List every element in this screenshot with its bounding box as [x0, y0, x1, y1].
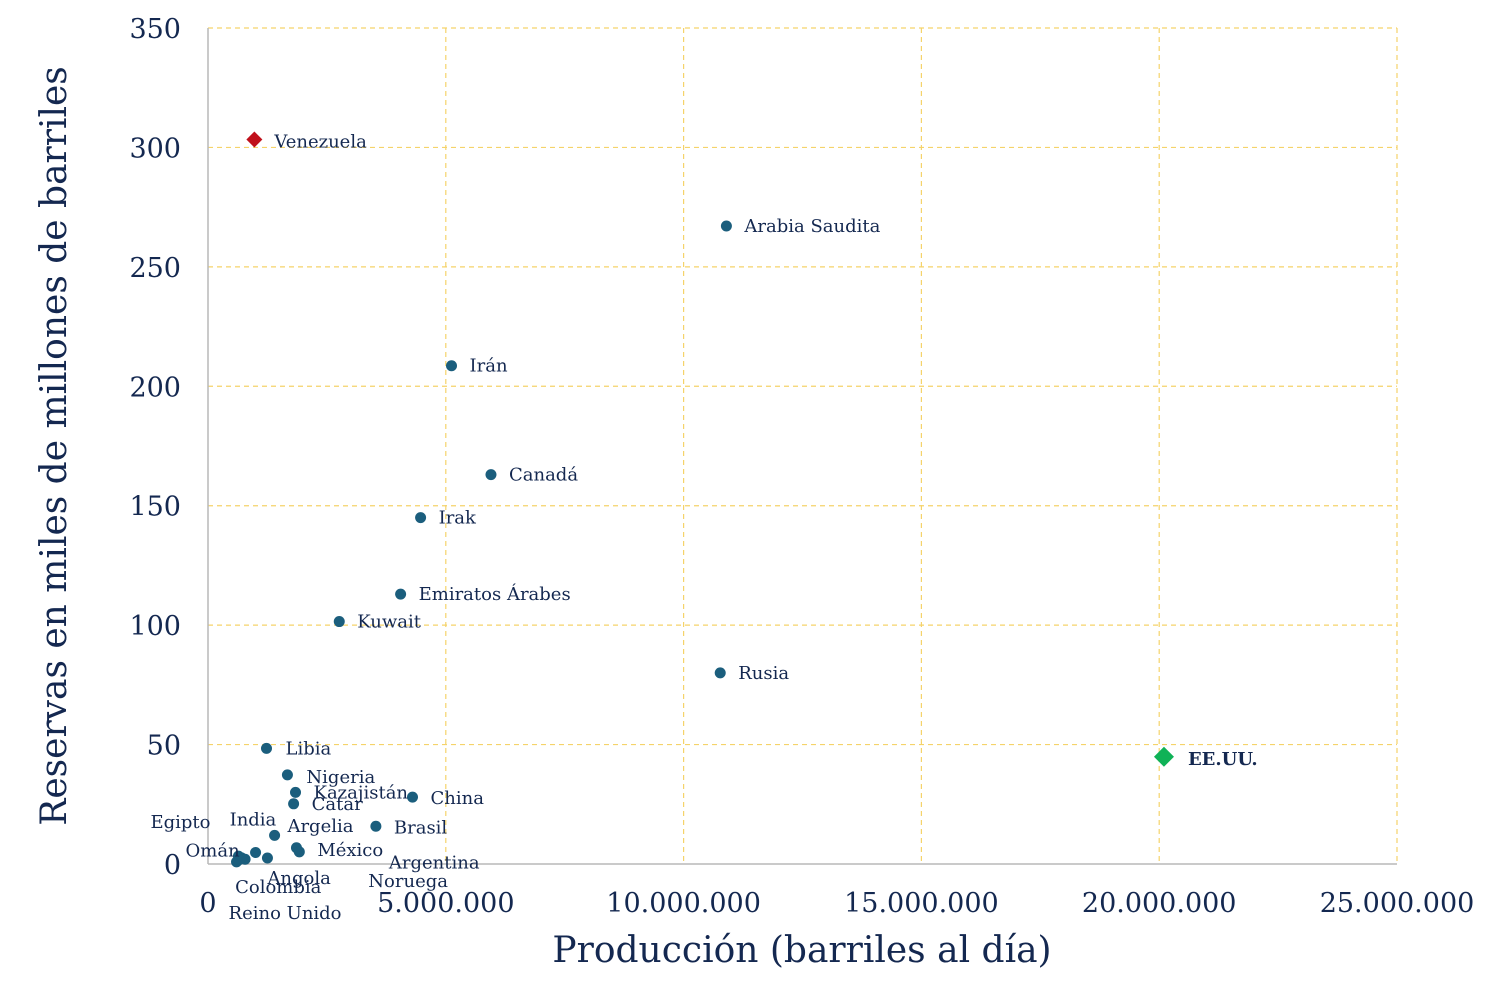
point-angola [261, 852, 273, 864]
point-iran [446, 360, 458, 372]
label-emiratos-arabes: Emiratos Árabes [419, 582, 571, 605]
point-canada [485, 469, 497, 481]
label-nigeria: Nigeria [306, 767, 375, 788]
point-kuwait [333, 616, 345, 628]
y-tick-label: 50 [147, 731, 181, 762]
label-ee-uu: EE.UU. [1188, 749, 1258, 770]
data-labels: Venezuela EE.UU. Arabia Saudita Irán Canadá I… [150, 132, 1257, 924]
x-tick-label: 0 [199, 888, 216, 919]
point-kazajistan [290, 786, 302, 798]
point-india [269, 829, 281, 841]
point-china [407, 791, 419, 803]
label-catar: Catar [312, 794, 363, 815]
axes [207, 28, 1397, 865]
label-india: India [230, 809, 277, 830]
label-argentina: Argentina [388, 853, 480, 874]
label-brasil: Brasil [394, 817, 448, 838]
label-libia: Libia [285, 738, 331, 759]
tick-labels: 0 50 100 150 200 250 300 350 0 5.000.000 10.000.00… [129, 14, 1474, 919]
label-colombia: Colombia [235, 877, 322, 898]
point-rusia [714, 667, 726, 679]
label-oman: Omán [186, 841, 241, 862]
y-tick-label: 200 [129, 372, 181, 403]
x-tick-label: 5.000.000 [377, 888, 514, 919]
point-nigeria [281, 769, 293, 781]
point-libia [260, 742, 272, 754]
x-tick-label: 25.000.000 [1320, 888, 1475, 919]
label-kuwait: Kuwait [357, 612, 422, 633]
label-arabia-saudita: Arabia Saudita [743, 216, 880, 237]
label-reino-unido: Reino Unido [229, 903, 342, 924]
label-noruega: Noruega [368, 871, 448, 892]
label-argelia: Argelia [286, 816, 353, 837]
x-tick-label: 20.000.000 [1082, 888, 1237, 919]
label-irak: Irak [439, 508, 477, 529]
x-tick-label: 10.000.000 [606, 888, 761, 919]
label-egipto: Egipto [150, 812, 210, 833]
point-argentina [233, 854, 245, 866]
y-tick-label: 300 [129, 133, 181, 164]
point-catar [288, 798, 300, 810]
data-points [231, 131, 1174, 868]
point-mexico [293, 846, 305, 858]
point-ee-uu [1153, 746, 1174, 767]
point-emiratos-arabes [395, 588, 407, 600]
label-venezuela: Venezuela [273, 132, 367, 153]
label-canada: Canadá [509, 465, 578, 486]
y-tick-label: 0 [164, 850, 181, 881]
label-china: China [431, 788, 485, 809]
label-kazajistan: Kazajistán [314, 782, 409, 803]
x-tick-label: 15.000.000 [844, 888, 999, 919]
y-tick-label: 350 [129, 14, 181, 45]
y-tick-label: 100 [129, 611, 181, 642]
x-axis-title: Producción (barriles al día) [552, 930, 1051, 971]
y-axis-title: Reservas en miles de millones de barrile… [34, 66, 75, 826]
y-tick-label: 250 [129, 253, 181, 284]
point-oman [250, 847, 262, 859]
point-venezuela [246, 131, 263, 148]
grid-lines [208, 27, 1398, 864]
point-brasil [370, 820, 382, 832]
point-arabia-saudita [720, 220, 732, 232]
label-angola: Angola [266, 868, 331, 889]
label-iran: Irán [470, 356, 508, 377]
y-tick-label: 150 [129, 492, 181, 523]
label-mexico: México [317, 840, 383, 861]
point-irak [415, 512, 427, 524]
label-rusia: Rusia [738, 663, 789, 684]
